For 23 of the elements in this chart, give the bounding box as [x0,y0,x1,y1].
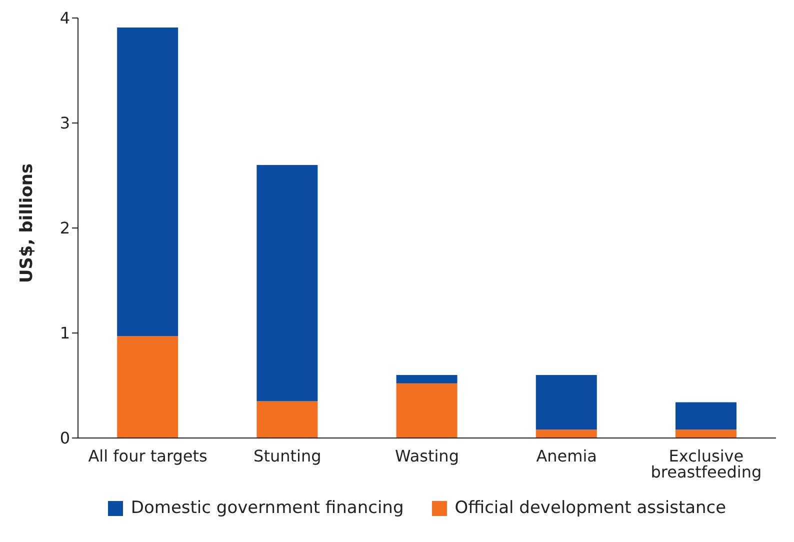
bar [117,27,178,336]
y-tick-label: 4 [60,8,70,28]
bar [675,430,736,438]
bar [117,336,178,438]
legend-label: Official development assistance [454,498,726,518]
x-tick-label: Exclusive breastfeeding [650,446,762,482]
bar [396,383,458,438]
x-tick-label: Wasting [395,446,459,466]
y-tick-label: 3 [60,114,70,133]
bar [536,375,597,430]
bar [675,402,736,430]
x-tick-label: All four targets [88,446,208,466]
bar [396,375,458,384]
x-tick-label: Anemia [536,446,597,466]
bar [256,165,318,402]
bar [256,401,318,438]
y-tick-label: 0 [60,428,70,448]
y-axis-title: US$, billions [17,163,38,283]
bar [536,430,597,438]
x-tick-label: Stunting [254,446,322,466]
legend-label: Domestic government financing [130,498,404,518]
y-tick-label: 2 [60,218,70,238]
y-tick-label: 1 [60,324,70,343]
